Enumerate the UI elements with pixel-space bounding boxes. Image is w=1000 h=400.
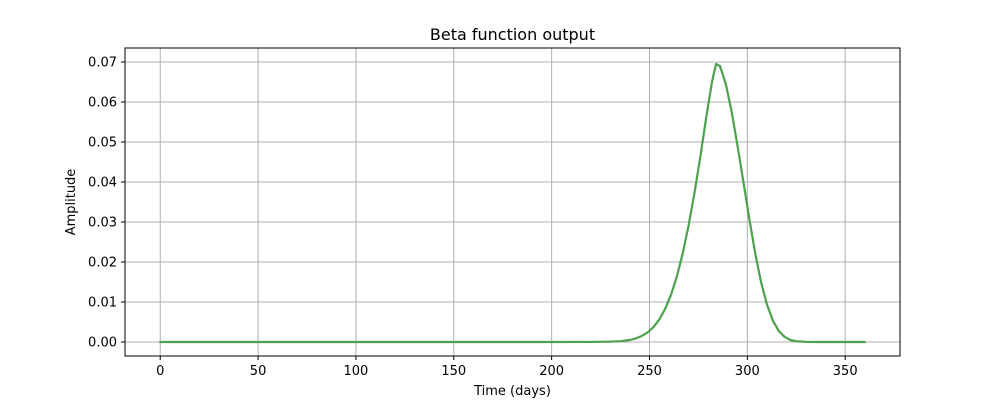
x-tick-label: 100 xyxy=(344,364,369,379)
y-tick-label: 0.06 xyxy=(88,96,117,111)
y-tick-label: 0.07 xyxy=(88,56,117,71)
x-tick-label: 0 xyxy=(156,364,164,379)
x-tick-label: 350 xyxy=(833,364,858,379)
x-tick-label: 300 xyxy=(735,364,760,379)
y-axis-ticks: 0.00 0.01 0.02 0.03 0.04 0.05 0.06 0.07 xyxy=(88,56,125,351)
beta-series-line xyxy=(159,62,866,344)
series-group xyxy=(159,62,866,344)
chart-title: Beta function output xyxy=(430,25,595,44)
y-tick-label: 0.05 xyxy=(88,136,117,151)
plot-frame xyxy=(124,47,901,357)
y-axis-label: Amplitude xyxy=(64,169,79,236)
y-tick-label: 0.02 xyxy=(88,256,117,271)
x-axis-ticks: 0 50 100 150 200 250 300 350 xyxy=(156,356,858,379)
y-tick-label: 0.04 xyxy=(88,176,117,191)
x-tick-label: 150 xyxy=(441,364,466,379)
x-tick-label: 200 xyxy=(539,364,564,379)
y-tick-label: 0.00 xyxy=(88,336,117,351)
y-tick-label: 0.01 xyxy=(88,296,117,311)
y-tick-label: 0.03 xyxy=(88,216,117,231)
x-axis-label: Time (days) xyxy=(473,384,551,399)
grid-lines xyxy=(125,48,900,356)
x-tick-label: 50 xyxy=(250,364,267,379)
x-tick-label: 250 xyxy=(637,364,662,379)
